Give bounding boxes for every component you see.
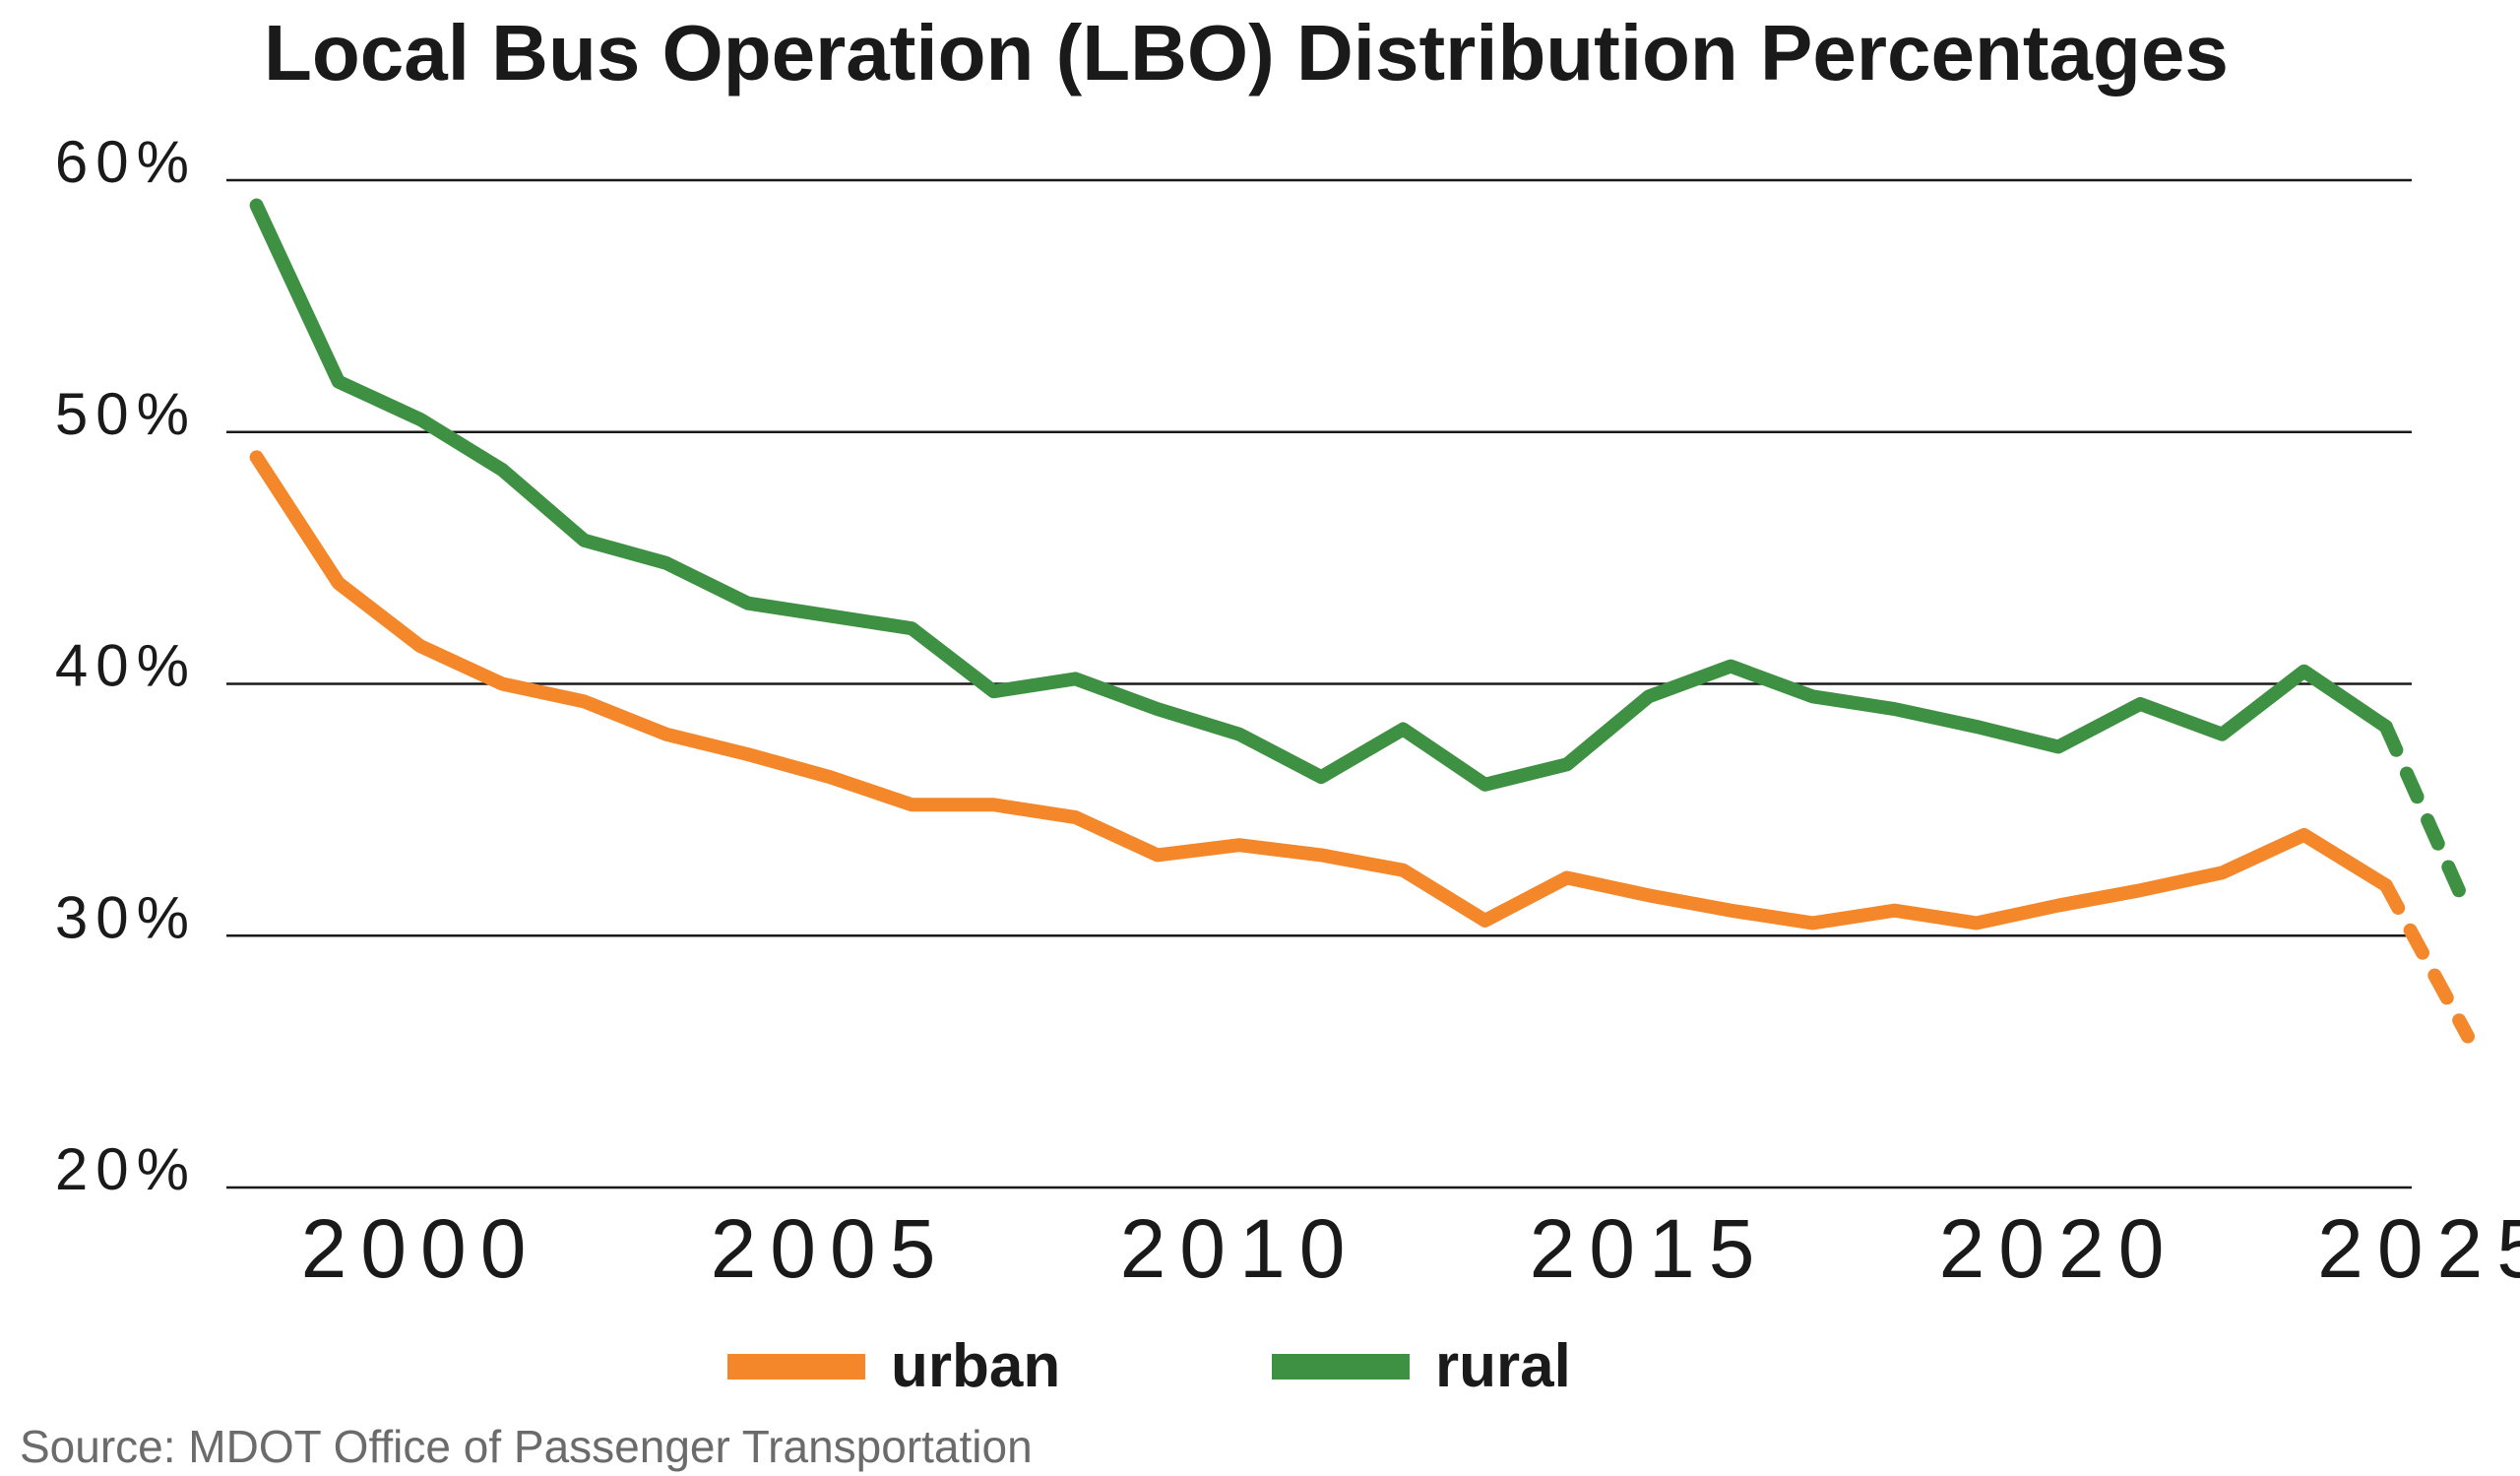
svg-text:2025: 2025 — [2317, 1202, 2520, 1295]
svg-text:2005: 2005 — [711, 1202, 950, 1295]
svg-text:2015: 2015 — [1530, 1202, 1769, 1295]
svg-text:2000: 2000 — [301, 1202, 540, 1295]
svg-text:60%: 60% — [55, 129, 197, 195]
svg-text:20%: 20% — [55, 1136, 197, 1202]
svg-text:40%: 40% — [55, 633, 197, 699]
svg-text:30%: 30% — [55, 884, 197, 950]
svg-text:2020: 2020 — [1939, 1202, 2178, 1295]
svg-text:50%: 50% — [55, 381, 197, 447]
svg-text:2010: 2010 — [1120, 1202, 1359, 1295]
